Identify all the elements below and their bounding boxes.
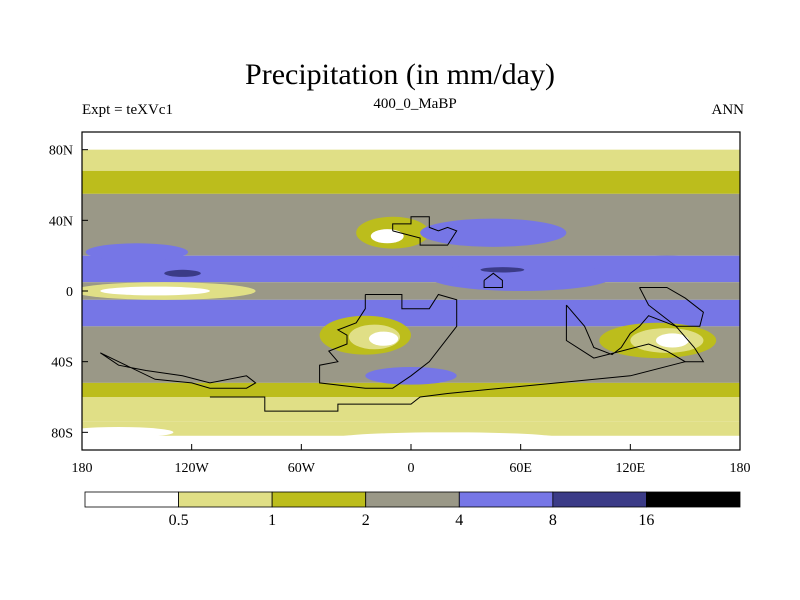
zonal-band-9	[82, 397, 740, 422]
map-axes: 180 120W 60W 0 60E 120E 180 80N 40N 0 40S 80S	[49, 144, 751, 476]
zonal-band-6	[82, 299, 740, 327]
colorbar-box-3	[365, 491, 460, 508]
colorbar-box-6	[646, 491, 741, 508]
precip-feature-4	[370, 229, 404, 244]
experiment-label: Expt = teXVc1	[82, 102, 173, 118]
colorbar-label: 0.5	[169, 512, 189, 529]
coastline-0	[319, 293, 458, 389]
x-tick-label: 180	[730, 461, 751, 476]
colorbar-box-2	[271, 491, 367, 508]
y-tick-label: 0	[66, 285, 73, 300]
colorbar: 0.5 1 2 4 8 16	[84, 491, 741, 529]
colorbar-box-0	[84, 491, 179, 508]
zonal-band-0	[82, 132, 740, 150]
precip-feature-17	[82, 427, 174, 438]
coastline-3	[565, 304, 705, 363]
zonal-band-1	[82, 149, 740, 171]
precip-feature-15	[480, 267, 525, 273]
coastlines	[100, 216, 705, 412]
chart-title: Precipitation (in mm/day)	[245, 58, 555, 91]
precip-feature-5	[420, 218, 567, 247]
period-label: 400_0_MaBP	[373, 96, 457, 112]
precip-feature-18	[337, 432, 558, 443]
colorbar-label: 16	[638, 512, 654, 529]
precip-feature-2	[85, 243, 189, 261]
y-tick-label: 40N	[49, 214, 73, 229]
colorbar-box-5	[552, 491, 647, 508]
coastline-1	[392, 216, 458, 246]
precipitation-field	[82, 132, 740, 450]
season-label: ANN	[711, 102, 745, 118]
x-tick-label: 60E	[509, 461, 532, 476]
coastline-6	[209, 361, 686, 412]
x-tick-label: 180	[72, 461, 93, 476]
precip-feature-1	[100, 286, 210, 296]
zonal-band-10	[82, 421, 740, 436]
coastline-5	[100, 352, 257, 389]
x-tick-label: 0	[408, 461, 415, 476]
precip-feature-13	[429, 262, 613, 291]
colorbar-label: 2	[362, 512, 370, 529]
coastline-4	[639, 287, 704, 327]
zonal-band-8	[82, 382, 740, 397]
colorbar-label: 4	[455, 512, 463, 529]
colorbar-box-4	[458, 491, 554, 508]
y-tick-label: 40S	[51, 356, 73, 371]
y-tick-label: 80S	[51, 426, 73, 441]
precip-feature-14	[164, 269, 201, 277]
precip-feature-8	[368, 331, 399, 346]
zonal-band-4	[82, 255, 740, 283]
zonal-band-11	[82, 435, 740, 450]
precip-feature-11	[655, 333, 689, 348]
coastline-2	[483, 272, 503, 288]
colorbar-label: 8	[549, 512, 557, 529]
x-tick-label: 120W	[175, 461, 210, 476]
colorbar-box-1	[178, 491, 273, 508]
zonal-band-2	[82, 170, 740, 194]
y-tick-label: 80N	[49, 144, 73, 159]
x-tick-label: 60W	[288, 461, 316, 476]
x-tick-label: 120E	[616, 461, 646, 476]
precip-feature-16	[630, 255, 704, 267]
colorbar-label: 1	[268, 512, 276, 529]
